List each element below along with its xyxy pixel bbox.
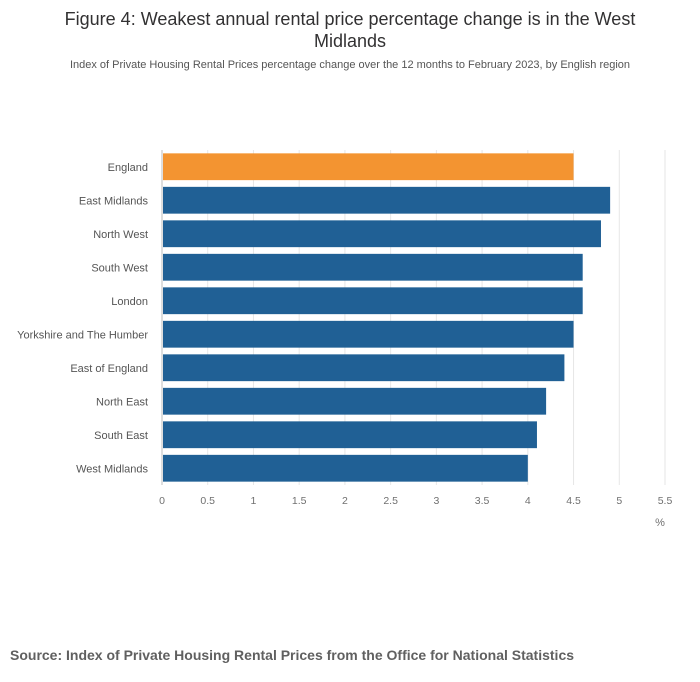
x-tick-label: 3 xyxy=(433,495,439,507)
category-label: East Midlands xyxy=(79,195,149,207)
bar xyxy=(163,387,547,415)
bar xyxy=(163,287,583,315)
bar xyxy=(163,253,583,281)
category-label: East of England xyxy=(70,363,148,375)
x-tick-label: 0.5 xyxy=(200,495,215,507)
bar xyxy=(163,186,611,214)
x-tick-labels: 0 0.5 1 1.5 2 2.5 3 3.5 4 4.5 5 5.5 xyxy=(159,495,672,507)
x-tick-label: 4 xyxy=(525,495,531,507)
chart-subtitle: Index of Private Housing Rental Prices p… xyxy=(69,59,631,71)
x-tick-label: 2 xyxy=(342,495,348,507)
category-label: South West xyxy=(91,262,148,274)
category-label: North East xyxy=(96,396,148,408)
category-labels: England East Midlands North West South West… xyxy=(17,162,148,476)
x-tick-label: 5 xyxy=(616,495,622,507)
category-label: North West xyxy=(93,229,148,241)
category-label: West Midlands xyxy=(76,463,148,475)
source-note: Source: Index of Private Housing Rental … xyxy=(10,647,575,663)
category-label: England xyxy=(108,162,148,174)
category-label: London xyxy=(111,296,148,308)
bar xyxy=(163,421,537,449)
x-tick-label: 5.5 xyxy=(658,495,673,507)
x-tick-label: 1 xyxy=(251,495,257,507)
bar xyxy=(163,454,528,482)
bar xyxy=(163,153,574,181)
bars xyxy=(163,153,611,482)
bar xyxy=(163,220,601,248)
x-tick-label: 2.5 xyxy=(383,495,398,507)
x-axis-label: % xyxy=(655,517,665,529)
x-tick-label: 3.5 xyxy=(475,495,490,507)
category-label: South East xyxy=(94,430,148,442)
category-label: Yorkshire and The Humber xyxy=(17,329,148,341)
chart-title: Figure 4: Weakest annual rental price pe… xyxy=(64,9,636,51)
x-tick-label: 4.5 xyxy=(566,495,581,507)
bar xyxy=(163,354,565,382)
bar xyxy=(163,320,574,348)
x-tick-label: 1.5 xyxy=(292,495,307,507)
x-tick-label: 0 xyxy=(159,495,165,507)
